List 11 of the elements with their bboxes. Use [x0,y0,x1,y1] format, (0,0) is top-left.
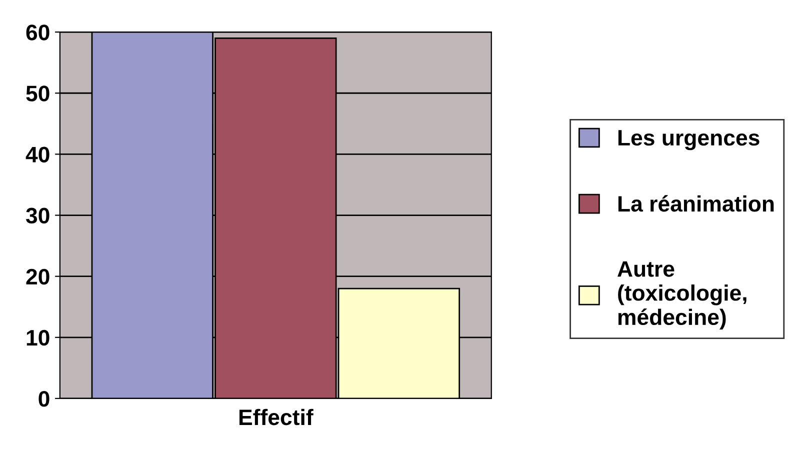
y-tick-label: 10 [26,330,50,346]
legend-label: Autre (toxicologie, médecine) [618,261,746,330]
y-tick-label: 30 [26,208,50,224]
y-tick-label: 20 [26,268,50,285]
legend-label: La réanimation [618,195,774,212]
x-axis-title: Effectif [239,408,314,426]
y-tick-label: 60 [26,24,50,40]
y-tick-label: 40 [26,146,50,162]
y-tick-label: 0 [38,390,50,407]
y-tick-label: 50 [26,86,50,102]
legend-label: Les urgences [618,130,760,150]
